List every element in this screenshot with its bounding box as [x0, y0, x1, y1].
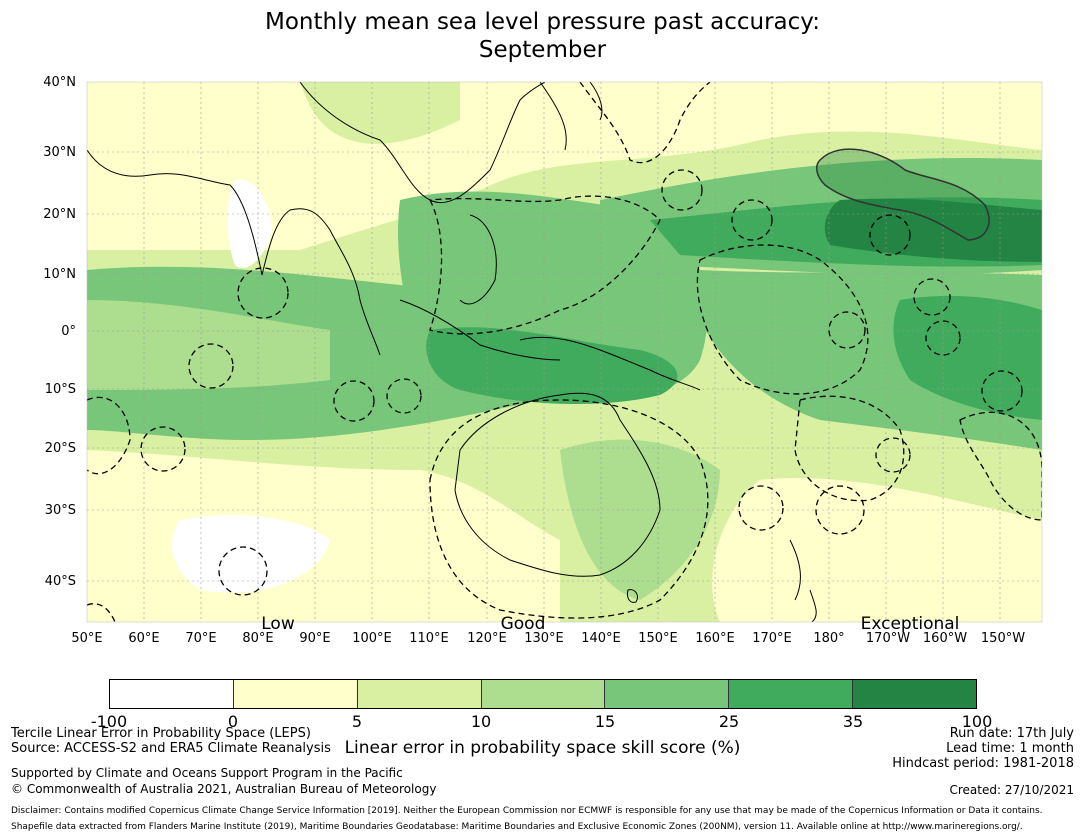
colorbar-tick: 100: [961, 712, 993, 731]
colorbar-tick: 10: [470, 712, 492, 731]
support-text: Supported by Climate and Oceans Support …: [11, 766, 403, 780]
disclaimer-line-2: Shapefile data extracted from Flanders M…: [11, 822, 1023, 832]
lon-label: 180°: [813, 631, 845, 646]
coast-east-asia: [299, 82, 546, 204]
lat-label: 10°N: [43, 267, 76, 282]
field-south-pac-light: [712, 478, 1042, 622]
lon-label: 100°E: [352, 631, 392, 646]
colorbar-swatch: [729, 680, 854, 708]
field-south-low: [171, 515, 330, 593]
colorbar-tick: 35: [842, 712, 864, 731]
lon-label: 160°E: [695, 631, 735, 646]
lon-label: 140°E: [581, 631, 621, 646]
lat-label: 20°N: [43, 207, 76, 222]
coast-japan: [539, 82, 603, 151]
lat-label: 40°S: [44, 574, 76, 589]
lead-time: Lead time: 1 month: [946, 741, 1074, 756]
skill-map: [86, 81, 1043, 623]
hindcast-period: Hindcast period: 1981-2018: [892, 756, 1074, 771]
coastlines: [87, 82, 817, 622]
lon-label: 170°E: [752, 631, 792, 646]
colorbar-tick: 25: [718, 712, 740, 731]
colorbar-swatch: [110, 680, 234, 708]
colorbar-swatch: [605, 680, 730, 708]
lat-label: 0°: [61, 324, 76, 339]
category-exceptional: Exceptional: [860, 614, 960, 634]
coast-australia: [454, 392, 661, 577]
coast-new-zealand: [789, 539, 817, 622]
colorbar-label: Linear error in probability space skill …: [344, 738, 741, 758]
field-australia-south: [560, 439, 720, 600]
run-date: Run date: 17th July: [949, 726, 1074, 741]
lat-label: 40°N: [43, 75, 76, 90]
coast-tasmania: [627, 589, 638, 603]
colorbar-swatch: [233, 680, 358, 708]
skill-field: [87, 82, 1042, 622]
lon-label: 170°W: [865, 631, 911, 646]
colorbar-tick: -100: [90, 712, 128, 731]
lon-label: 110°E: [409, 631, 449, 646]
coast-indonesia: [399, 299, 561, 361]
leps-description: Tercile Linear Error in Probability Spac…: [11, 726, 311, 741]
map-title: Monthly mean sea level pressure past acc…: [0, 8, 1085, 64]
field-indian-inner: [87, 300, 330, 390]
category-low: Low: [261, 614, 295, 634]
colorbar-swatch: [853, 680, 977, 708]
disclaimer-line-1: Disclaimer: Contains modified Copernicus…: [11, 806, 1043, 816]
lon-label: 150°E: [638, 631, 678, 646]
lat-label: 10°S: [44, 382, 76, 397]
lon-label: 90°E: [299, 631, 331, 646]
lon-label: 70°E: [185, 631, 217, 646]
created-date: Created: 27/10/2021: [949, 783, 1074, 797]
lon-label: 120°E: [467, 631, 507, 646]
hawaii-region-outline: [815, 148, 990, 241]
lon-label: 150°W: [980, 631, 1026, 646]
colorbar-tick: 5: [351, 712, 363, 731]
lon-label: 160°W: [922, 631, 968, 646]
lat-label: 20°S: [44, 441, 76, 456]
map-frame: [86, 81, 1043, 623]
colorbar-tick: 15: [594, 712, 616, 731]
title-line-2: September: [478, 37, 607, 63]
lat-label: 30°N: [43, 145, 76, 160]
field-north-patch: [300, 82, 460, 144]
colorbar: [109, 679, 977, 709]
coast-philippines: [459, 214, 497, 305]
lat-label: 30°S: [44, 503, 76, 518]
colorbar-tick: 0: [227, 712, 239, 731]
coast-new-guinea: [519, 336, 701, 391]
lon-label: 50°E: [71, 631, 103, 646]
colorbar-swatch: [357, 680, 482, 708]
source-text: Source: ACCESS-S2 and ERA5 Climate Reana…: [11, 741, 331, 756]
copyright-text: © Commonwealth of Australia 2021, Austra…: [11, 782, 437, 796]
category-good: Good: [500, 614, 546, 634]
eez-boundaries: [87, 82, 1042, 622]
graticule: [87, 82, 1042, 622]
lon-label: 60°E: [128, 631, 160, 646]
lon-label: 130°E: [524, 631, 564, 646]
coast-south-asia: [87, 149, 381, 356]
lon-label: 80°E: [242, 631, 274, 646]
title-line-1: Monthly mean sea level pressure past acc…: [265, 9, 820, 35]
field-maritime-core: [426, 327, 678, 405]
colorbar-swatch: [481, 680, 606, 708]
